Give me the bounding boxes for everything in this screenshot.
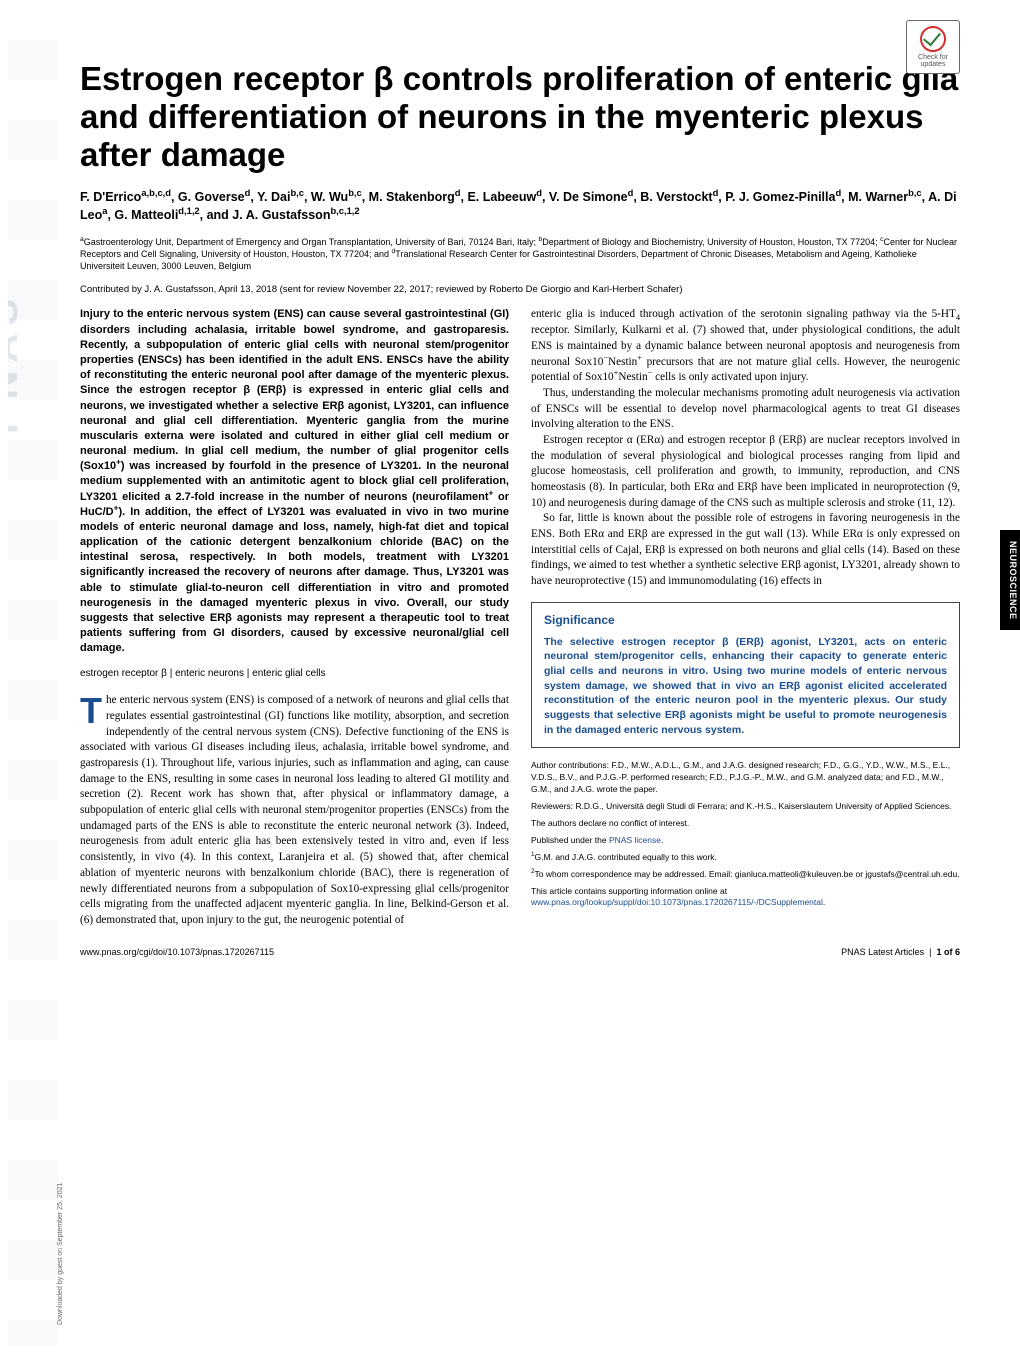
right-column: enteric glia is induced through activati… bbox=[531, 307, 960, 928]
pnas-watermark: PNAS bbox=[8, 291, 27, 434]
pnas-pattern bbox=[8, 40, 58, 1345]
author-list: F. D'Erricoa,b,c,d, G. Goversed, Y. Daib… bbox=[80, 188, 960, 224]
intro-paragraph: The enteric nervous system (ENS) is comp… bbox=[80, 693, 509, 928]
keywords: estrogen receptor β | enteric neurons | … bbox=[80, 668, 509, 679]
fn-corresp: 2To whom correspondence may be addressed… bbox=[531, 869, 960, 881]
fn-author-contrib: Author contributions: F.D., M.W., A.D.L.… bbox=[531, 760, 960, 796]
fn-license: Published under the PNAS license. bbox=[531, 835, 960, 847]
fn-reviewers: Reviewers: R.D.G., Università degli Stud… bbox=[531, 801, 960, 813]
check-updates-line2: updates bbox=[921, 61, 946, 68]
check-updates-badge[interactable]: Check for updates bbox=[906, 20, 960, 74]
left-column: Injury to the enteric nervous system (EN… bbox=[80, 307, 509, 928]
footer-doi: www.pnas.org/cgi/doi/10.1073/pnas.172026… bbox=[80, 947, 274, 957]
right-p2: Thus, understanding the molecular mechan… bbox=[531, 386, 960, 433]
fn-equal: 1G.M. and J.A.G. contributed equally to … bbox=[531, 852, 960, 864]
fn-conflict: The authors declare no conflict of inter… bbox=[531, 818, 960, 830]
intro-text: he enteric nervous system (ENS) is compo… bbox=[80, 694, 509, 925]
contributed-line: Contributed by J. A. Gustafsson, April 1… bbox=[80, 284, 960, 295]
section-tab: NEUROSCIENCE bbox=[1000, 530, 1020, 630]
supplemental-link[interactable]: www.pnas.org/lookup/suppl/doi:10.1073/pn… bbox=[531, 897, 823, 907]
article-title: Estrogen receptor β controls proliferati… bbox=[80, 60, 960, 174]
fn-supplemental: This article contains supporting informa… bbox=[531, 886, 960, 910]
right-p4: So far, little is known about the possib… bbox=[531, 511, 960, 589]
footnotes: Author contributions: F.D., M.W., A.D.L.… bbox=[531, 760, 960, 909]
right-p1: enteric glia is induced through activati… bbox=[531, 307, 960, 385]
pnas-license-link[interactable]: PNAS license bbox=[609, 835, 661, 845]
download-note: Downloaded by guest on September 25, 202… bbox=[57, 1183, 64, 1325]
abstract: Injury to the enteric nervous system (EN… bbox=[80, 307, 509, 656]
significance-box: Significance The selective estrogen rece… bbox=[531, 602, 960, 749]
check-updates-icon bbox=[920, 26, 946, 52]
two-column-body: Injury to the enteric nervous system (EN… bbox=[80, 307, 960, 928]
dropcap: T bbox=[80, 693, 106, 726]
significance-body: The selective estrogen receptor β (ERβ) … bbox=[544, 635, 947, 738]
footer-pagination: PNAS Latest Articles | 1 of 6 bbox=[841, 947, 960, 957]
affiliations: aGastroenterology Unit, Department of Em… bbox=[80, 236, 960, 272]
check-updates-line1: Check for bbox=[918, 54, 948, 61]
significance-title: Significance bbox=[544, 613, 947, 627]
pnas-sidebar: PNAS bbox=[8, 40, 58, 1345]
right-body: enteric glia is induced through activati… bbox=[531, 307, 960, 589]
right-p3: Estrogen receptor α (ERα) and estrogen r… bbox=[531, 433, 960, 511]
page-footer: www.pnas.org/cgi/doi/10.1073/pnas.172026… bbox=[80, 947, 960, 957]
